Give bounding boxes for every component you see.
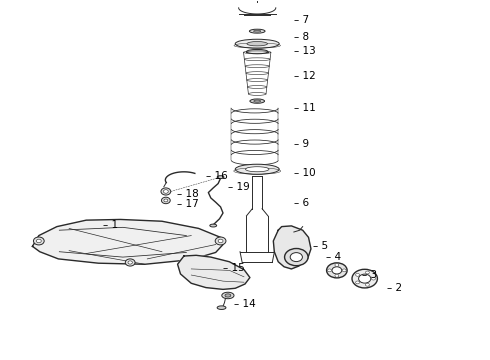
Ellipse shape [235,164,279,174]
Text: – 19: – 19 [228,182,249,192]
Ellipse shape [217,176,224,179]
Circle shape [366,283,369,286]
Text: – 17: – 17 [176,199,198,210]
Text: – 11: – 11 [294,103,316,113]
Ellipse shape [210,224,217,227]
Ellipse shape [128,261,132,264]
Text: – 4: – 4 [326,252,341,262]
Circle shape [163,190,168,193]
Ellipse shape [225,294,231,297]
Circle shape [161,188,171,195]
Polygon shape [273,226,311,269]
Circle shape [356,273,360,276]
Ellipse shape [125,259,135,266]
Ellipse shape [327,263,347,278]
Ellipse shape [253,30,261,32]
Text: – 15: – 15 [223,263,245,273]
Text: – 10: – 10 [294,168,316,178]
Text: – 1: – 1 [103,220,119,230]
Text: – 8: – 8 [294,32,309,41]
Circle shape [356,281,360,284]
Text: – 13: – 13 [294,46,316,56]
Ellipse shape [218,239,223,243]
Circle shape [161,197,170,204]
Ellipse shape [332,267,342,274]
Text: – 12: – 12 [294,71,316,81]
Circle shape [366,271,369,274]
Ellipse shape [249,29,265,33]
Ellipse shape [290,253,302,262]
Ellipse shape [36,239,41,243]
Text: – 14: – 14 [234,299,256,309]
Polygon shape [32,220,223,264]
Circle shape [342,269,346,272]
Ellipse shape [285,248,308,266]
Text: – 2: – 2 [387,283,402,293]
Text: – 6: – 6 [294,198,309,208]
Ellipse shape [215,237,226,245]
Ellipse shape [33,237,44,245]
Text: – 16: – 16 [206,171,228,181]
Text: – 3: – 3 [362,270,377,280]
Text: – 5: – 5 [314,241,328,251]
Ellipse shape [247,41,268,46]
Ellipse shape [246,49,268,54]
Ellipse shape [359,274,371,283]
Circle shape [335,264,339,266]
Polygon shape [177,255,250,289]
Text: – 9: – 9 [294,139,309,149]
Ellipse shape [245,167,269,172]
Ellipse shape [217,306,226,310]
Ellipse shape [352,269,377,288]
Text: – 7: – 7 [294,15,309,26]
Circle shape [164,199,168,202]
Ellipse shape [254,100,261,102]
Circle shape [371,277,375,280]
Circle shape [328,269,331,272]
Ellipse shape [235,39,279,48]
Ellipse shape [222,292,234,299]
Text: – 18: – 18 [176,189,198,199]
Ellipse shape [250,99,265,103]
Circle shape [335,274,339,277]
